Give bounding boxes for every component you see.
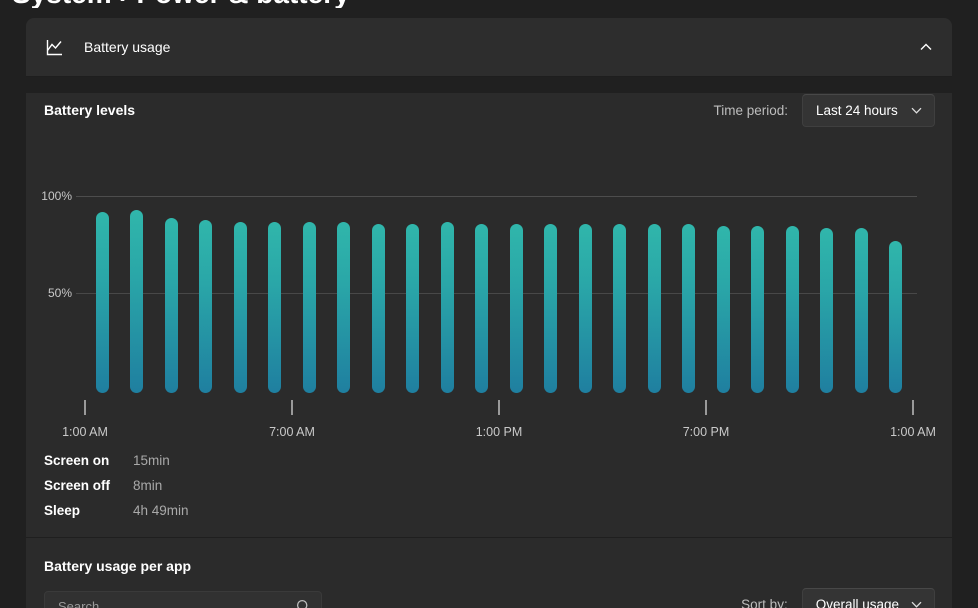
stat-row-screen-off: Screen off 8min [44, 473, 952, 498]
stat-label: Screen off [44, 478, 111, 493]
battery-levels-chart: 100% 50% 1:00 AM 7:00 AM 1:00 PM 7:00 PM 1:00… [26, 180, 952, 439]
battery-bar [406, 223, 420, 393]
battery-bar [682, 223, 696, 393]
clipped-page-title-strip: System › Power & battery [0, 0, 978, 8]
chevron-down-icon [911, 107, 922, 114]
battery-usage-card: Battery usage Battery levels Time period… [26, 18, 952, 608]
battery-bar [509, 223, 523, 393]
battery-usage-expander-header[interactable]: Battery usage [26, 18, 952, 77]
time-period-value: Last 24 hours [816, 102, 898, 118]
battery-bar [371, 223, 385, 393]
stat-row-screen-on: Screen on 15min [44, 448, 952, 473]
y-axis-label: 50% [47, 286, 72, 300]
x-axis-label: 1:00 PM [475, 425, 523, 439]
battery-bar [130, 209, 144, 393]
battery-bar [440, 221, 454, 393]
battery-bar [820, 227, 834, 393]
x-axis: 1:00 AM 7:00 AM 1:00 PM 7:00 PM 1:00 AM [62, 196, 936, 439]
time-period-dropdown[interactable]: Last 24 hours [802, 93, 935, 127]
battery-bar [199, 219, 213, 393]
search-icon[interactable] [296, 599, 311, 608]
battery-bar [302, 221, 316, 393]
stat-value: 8min [133, 478, 163, 493]
page-title: System › Power & battery [12, 0, 978, 8]
sort-by-label: Sort by: [741, 597, 788, 608]
battery-bar [475, 223, 489, 393]
stat-value: 4h 49min [133, 503, 189, 518]
y-axis-label: 100% [41, 189, 72, 203]
x-axis-label: 1:00 AM [890, 425, 936, 439]
stat-label: Screen on [44, 453, 110, 468]
battery-levels-heading: Battery levels [44, 102, 136, 118]
x-axis-label: 7:00 AM [269, 425, 315, 439]
line-chart-icon [46, 39, 62, 55]
stat-row-sleep: Sleep 4h 49min [44, 498, 952, 523]
battery-bar [544, 223, 558, 393]
battery-bar [613, 223, 627, 393]
x-axis-tick [705, 400, 707, 415]
sort-by-value: Overall usage [815, 597, 899, 608]
battery-bar [751, 225, 765, 393]
x-axis-tick [84, 400, 86, 415]
expander-title: Battery usage [84, 39, 171, 55]
app-search-box[interactable] [44, 591, 322, 608]
battery-bar [716, 225, 730, 393]
bars-area [85, 196, 913, 393]
battery-bar [337, 221, 351, 393]
x-axis-label: 7:00 PM [682, 425, 730, 439]
x-axis-tick [912, 400, 914, 415]
battery-bar [95, 211, 109, 393]
time-period-label: Time period: [713, 102, 788, 118]
x-axis-tick [498, 400, 500, 415]
per-app-heading: Battery usage per app [44, 558, 192, 574]
search-input[interactable] [45, 592, 321, 608]
battery-bar [889, 241, 903, 393]
battery-bar [164, 217, 178, 393]
stat-value: 15min [133, 453, 170, 468]
x-axis-label: 1:00 AM [62, 425, 108, 439]
battery-bar [854, 227, 868, 393]
x-axis-tick [291, 400, 293, 415]
stat-label: Sleep [44, 503, 81, 518]
gridline-100 [76, 196, 917, 197]
chevron-down-icon [911, 601, 922, 608]
battery-bar [233, 221, 247, 393]
chevron-up-icon[interactable] [920, 43, 932, 51]
gridline-50 [76, 293, 917, 294]
battery-usage-body: Battery levels Time period: Last 24 hour… [26, 93, 952, 608]
battery-bar [578, 223, 592, 393]
sort-by-dropdown[interactable]: Overall usage [801, 588, 935, 608]
battery-bar [647, 223, 661, 393]
battery-bar [785, 225, 799, 393]
section-divider [26, 537, 952, 538]
battery-bar [268, 221, 282, 393]
battery-stats: Screen on 15min Screen off 8min Sleep 4h… [44, 448, 952, 523]
